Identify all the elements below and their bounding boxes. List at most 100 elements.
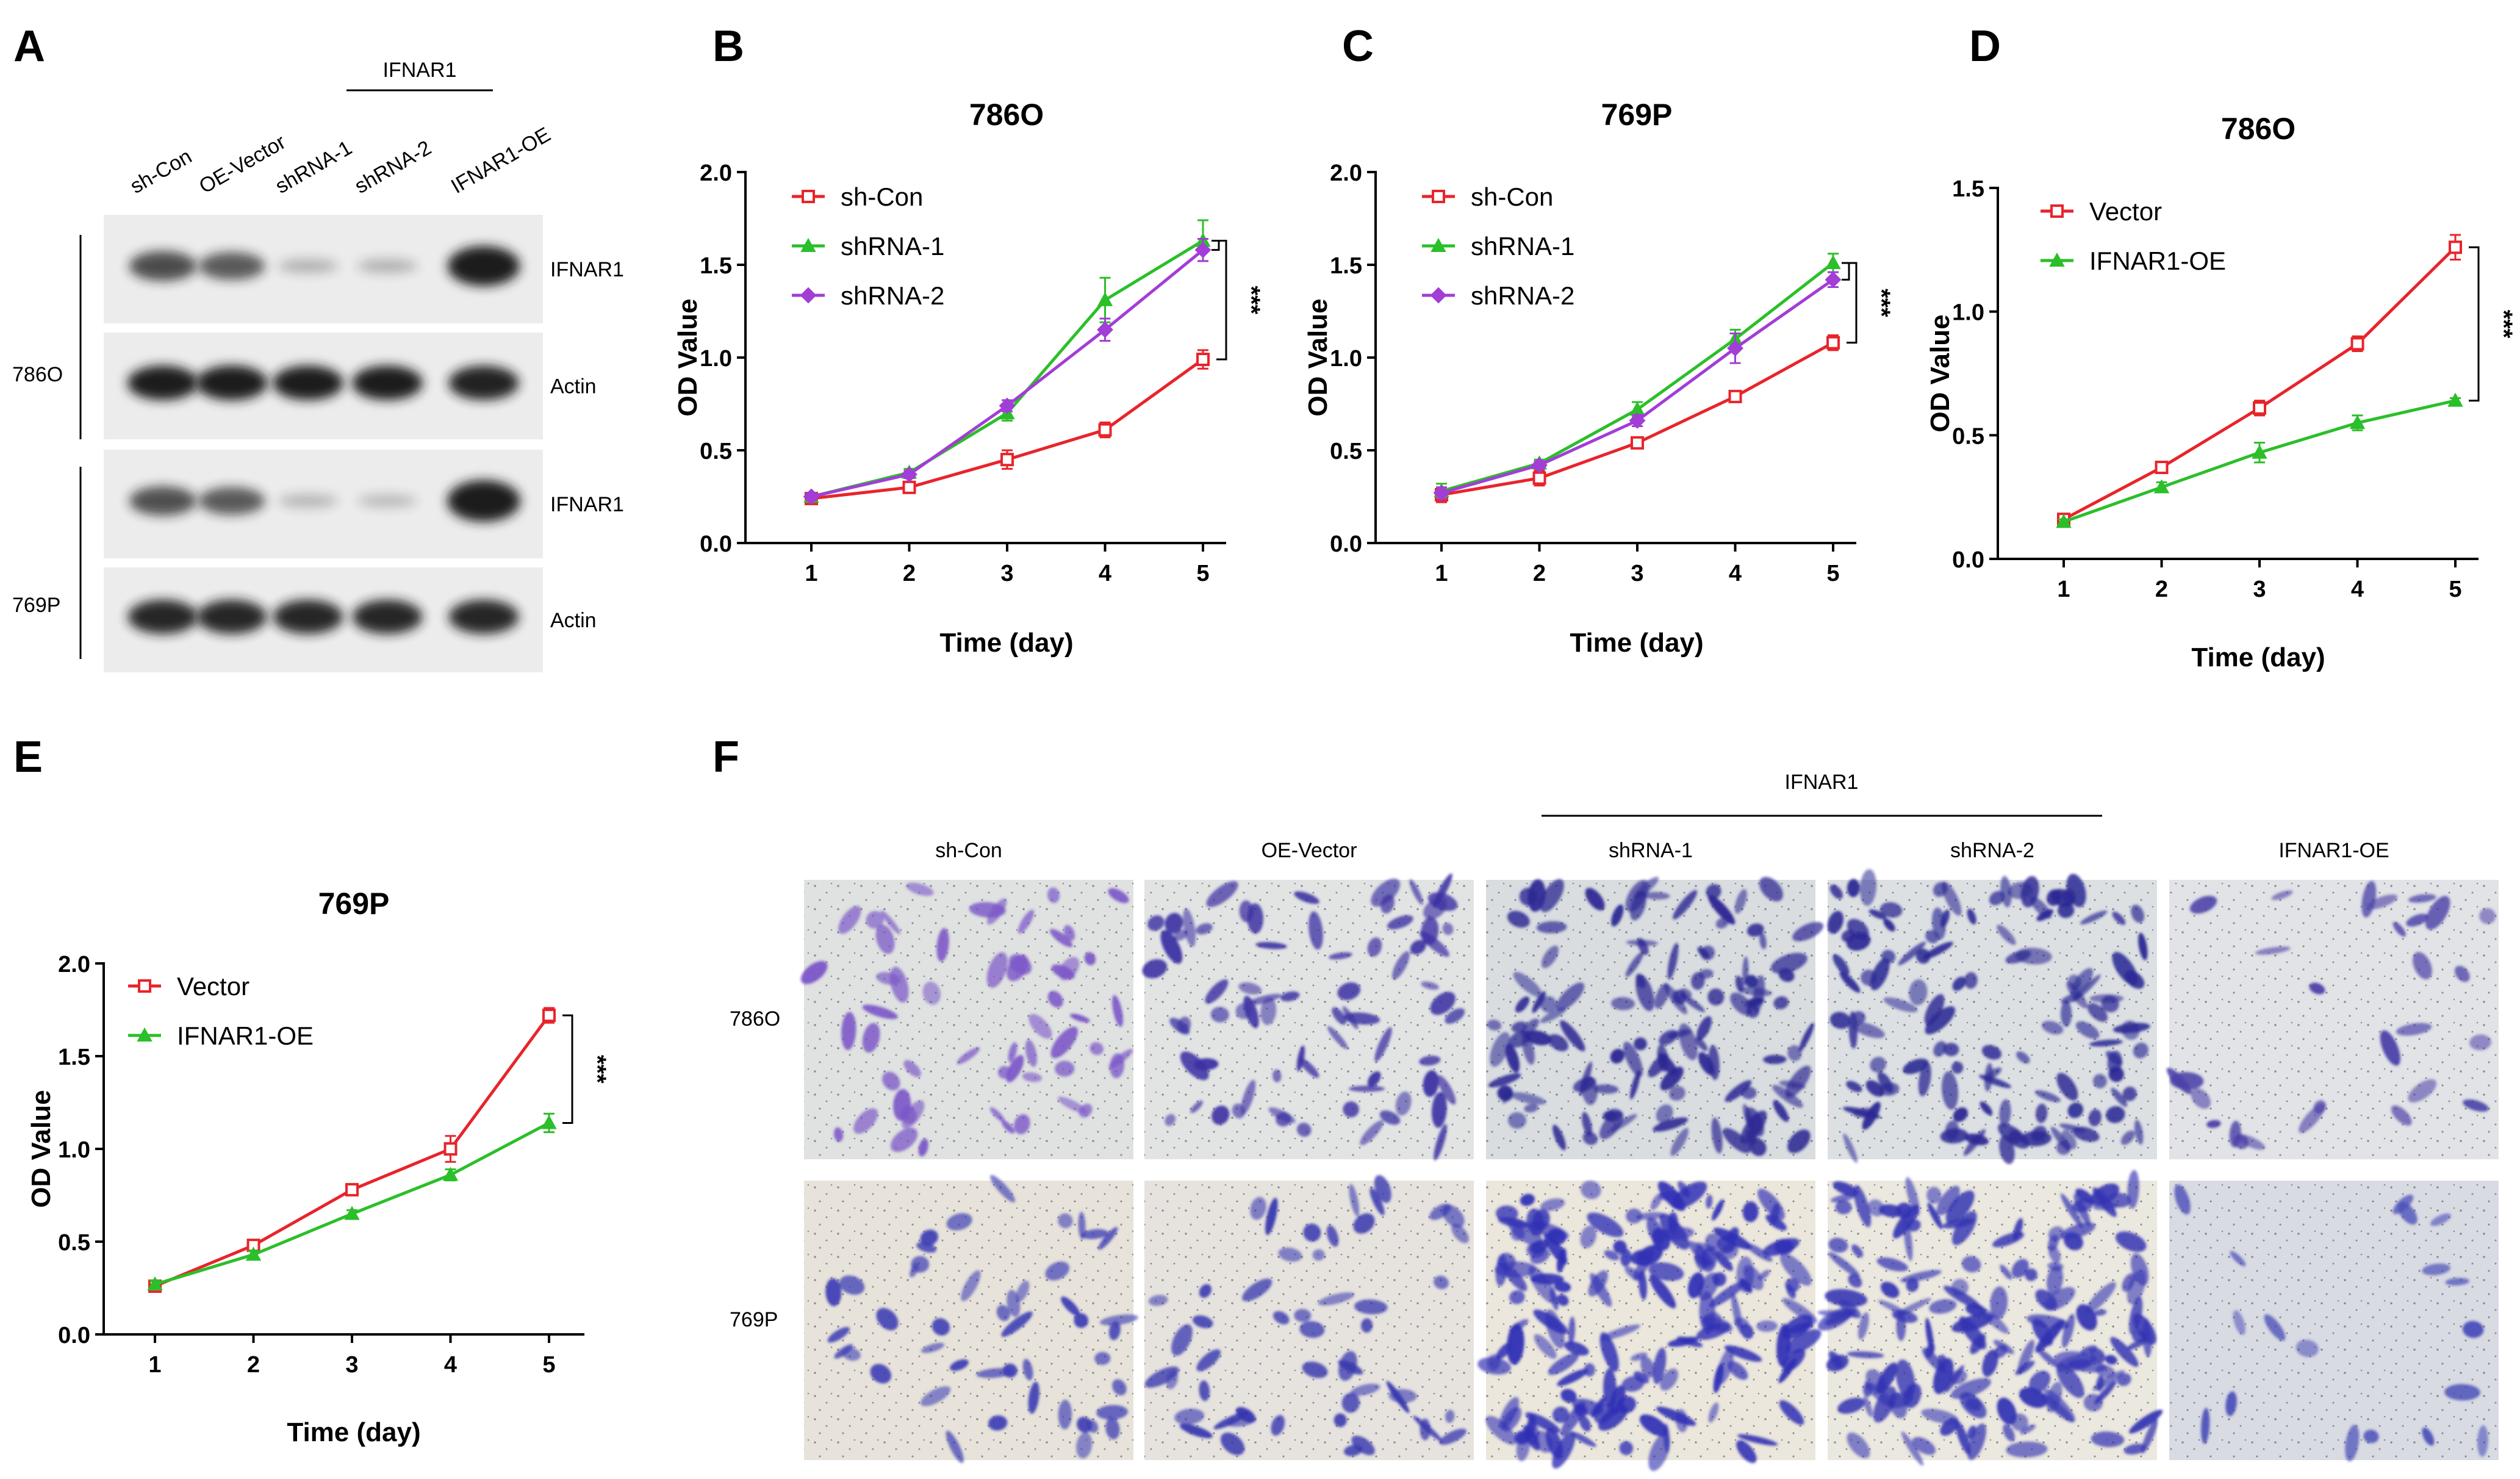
stained-cell <box>1773 996 1789 1010</box>
stained-cell <box>2025 1268 2037 1281</box>
data-point <box>1194 242 1212 259</box>
wb-band-actin <box>351 365 423 400</box>
wb-band-ifnar1 <box>447 480 520 522</box>
stained-cell <box>1659 1029 1678 1046</box>
data-point <box>344 1206 360 1220</box>
stained-cell <box>1327 1026 1348 1049</box>
stained-cell <box>949 1359 969 1371</box>
stained-cell <box>2091 1431 2125 1447</box>
stained-cell <box>1374 1175 1391 1203</box>
wb-lane-label: IFNAR1-OE <box>447 123 555 198</box>
stained-cell <box>1058 1213 1073 1229</box>
stained-cell <box>1524 1104 1538 1113</box>
stained-cell <box>1792 921 1824 941</box>
stained-cell <box>2469 1034 2491 1051</box>
stained-cell <box>1940 1128 1969 1143</box>
wb-cellline-label: 786O <box>12 363 63 386</box>
stained-cell <box>2129 1409 2163 1434</box>
stained-cell <box>1548 1353 1579 1375</box>
stained-cell <box>1639 1270 1647 1300</box>
stained-cell <box>1673 890 1698 919</box>
stained-cell <box>1698 1052 1715 1076</box>
stained-cell <box>1488 1073 1521 1088</box>
chart-title: 786O <box>2221 112 2296 146</box>
stained-cell <box>1495 1254 1507 1287</box>
y-tick-label: 1.0 <box>58 1137 90 1163</box>
stained-cell <box>1166 1370 1179 1389</box>
stained-cell <box>2363 1430 2379 1444</box>
data-point <box>999 397 1016 414</box>
stained-cell <box>1094 1351 1111 1366</box>
stained-cell <box>1350 1383 1380 1396</box>
significance-bracket <box>1847 262 1858 344</box>
stained-cell <box>838 905 861 934</box>
data-point <box>902 480 916 494</box>
stained-cell <box>2092 1370 2125 1391</box>
stained-cell <box>1556 1248 1567 1273</box>
stained-cell <box>1833 1181 1858 1197</box>
stained-cell <box>1380 894 1395 914</box>
stained-cell <box>1022 1072 1043 1082</box>
stained-cell <box>2229 1120 2241 1148</box>
stained-cell <box>1785 1278 1800 1292</box>
stained-cell <box>1880 1281 1900 1298</box>
stained-cell <box>2191 1088 2211 1109</box>
stained-cell <box>1343 1445 1363 1456</box>
stained-cell <box>2408 894 2436 903</box>
transwell-column-label: IFNAR1-OE <box>2278 839 2389 862</box>
stained-cell <box>1717 1348 1734 1384</box>
stained-cell <box>2422 1427 2435 1446</box>
x-axis-label: Time (day) <box>2191 642 2325 672</box>
chart-c-769p: 769P 0.0 0.5 1.0 1.5 2.0 1 2 3 4 5 Time (day) OD Val… <box>1303 98 1895 658</box>
stained-cell <box>1653 1117 1689 1132</box>
stained-cell <box>1025 1039 1037 1067</box>
series-line-vector <box>154 1014 551 1288</box>
stained-cell <box>1892 1309 1918 1323</box>
stained-cell <box>1711 1117 1723 1154</box>
stained-cell <box>1273 1311 1290 1325</box>
stained-cell <box>1547 1228 1567 1245</box>
transwell-cells <box>1487 877 1824 1156</box>
data-point <box>1531 456 1548 473</box>
stained-cell <box>1846 932 1871 951</box>
stained-cell <box>1174 1408 1205 1425</box>
stained-cell <box>1250 1197 1266 1220</box>
wb-band-ifnar1 <box>198 487 265 515</box>
chart-e-769p: 769P 0.0 0.5 1.0 1.5 2.0 1 2 3 4 5 Time (day) OD Val… <box>26 887 611 1447</box>
series-line-vector <box>2062 246 2457 521</box>
stained-cell <box>1990 1286 2008 1319</box>
stained-cell <box>1883 918 1895 932</box>
stained-cell <box>1915 948 1931 964</box>
stained-cell <box>1860 970 1877 986</box>
stained-cell <box>866 911 884 929</box>
stained-cell <box>1695 1242 1724 1255</box>
stained-cell <box>1982 1349 1998 1377</box>
stained-cell <box>1992 1232 2025 1248</box>
chart-b-786o: 786O 0.0 0.5 1.0 1.5 2.0 1 2 3 4 5 Time (day) OD Val… <box>673 98 1265 658</box>
stained-cell <box>1220 1432 1245 1455</box>
stained-cell <box>2425 896 2450 930</box>
stained-cell <box>2413 952 2432 980</box>
stained-cell <box>1507 910 1530 928</box>
data-point <box>1631 436 1644 450</box>
stained-cell <box>2087 1002 2108 1022</box>
stained-cell <box>1826 1355 1849 1372</box>
stained-cell <box>1303 1223 1321 1242</box>
data-point <box>2253 401 2266 415</box>
stained-cell <box>1507 1112 1527 1129</box>
stained-cell <box>1640 1356 1655 1378</box>
stained-cell <box>1540 1007 1567 1023</box>
y-tick-label: 1.0 <box>1330 346 1362 372</box>
stained-cell <box>990 1175 1016 1203</box>
stained-cell <box>1410 940 1426 955</box>
stained-cell <box>1717 1235 1736 1254</box>
data-point <box>1000 453 1014 467</box>
significance-bracket-inner <box>1212 239 1220 251</box>
stained-cell <box>1701 1315 1733 1333</box>
stained-cell <box>2111 1088 2128 1107</box>
stained-cell <box>1337 982 1361 1001</box>
stained-cell <box>1839 1300 1861 1319</box>
stained-cell <box>1183 909 1196 947</box>
stained-cell <box>989 1107 1005 1123</box>
stained-cell <box>1069 1013 1090 1023</box>
